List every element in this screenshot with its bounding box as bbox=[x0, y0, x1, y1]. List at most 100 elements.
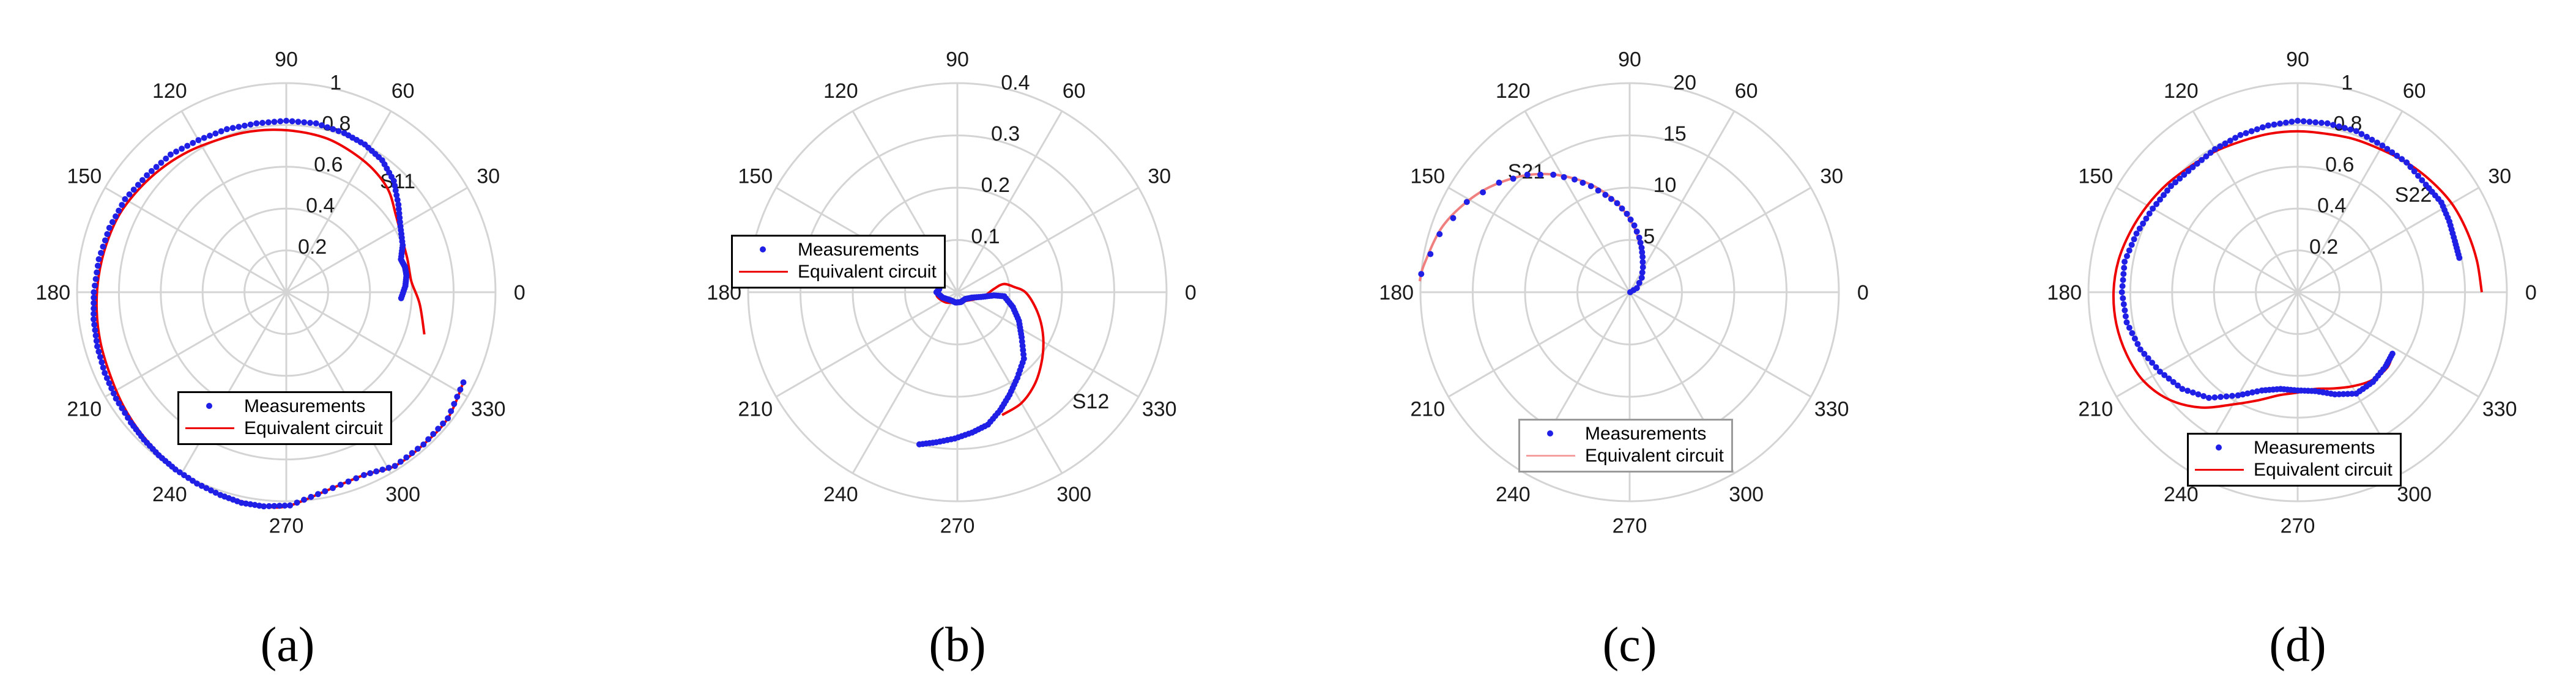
angle-tick-label: 30 bbox=[2488, 164, 2511, 188]
measurement-point bbox=[373, 468, 380, 475]
measurement-point bbox=[2237, 131, 2244, 138]
angle-tick-label: 210 bbox=[2078, 398, 2113, 421]
measurement-point bbox=[163, 155, 169, 162]
legend-a-circuit-label: Equivalent circuit bbox=[244, 418, 383, 438]
angle-tick-label: 330 bbox=[2482, 398, 2517, 421]
measurement-point bbox=[2164, 187, 2170, 194]
measurement-point bbox=[460, 379, 467, 386]
measurement-point bbox=[241, 122, 248, 129]
grid-spoke bbox=[1628, 111, 1735, 293]
measurement-point bbox=[2195, 391, 2202, 398]
measurement-point bbox=[2403, 159, 2410, 166]
angle-tick-label: 240 bbox=[152, 483, 187, 506]
measurement-point bbox=[2157, 196, 2163, 203]
measurement-point bbox=[2415, 172, 2421, 179]
legend-c: Measurements Equivalent circuit bbox=[1518, 419, 1733, 473]
radial-tick-label: 5 bbox=[1643, 225, 1655, 248]
measurement-point bbox=[103, 375, 110, 381]
radial-tick-label: 15 bbox=[1663, 122, 1687, 145]
measurement-point bbox=[454, 394, 461, 400]
measurement-point bbox=[2123, 319, 2130, 326]
measurement-point bbox=[106, 380, 113, 386]
measurement-point bbox=[194, 480, 200, 487]
angle-tick-label: 0 bbox=[1185, 281, 1197, 304]
legend-line-swatch bbox=[2194, 459, 2245, 481]
measurement-point bbox=[92, 276, 99, 282]
grid-spoke bbox=[1524, 111, 1631, 293]
measurement-point bbox=[360, 472, 367, 479]
measurement-point bbox=[2254, 126, 2260, 133]
measurement-point bbox=[2295, 117, 2301, 124]
equivalent-circuit-line bbox=[1418, 172, 1645, 293]
measurement-point bbox=[2185, 167, 2192, 174]
measurement-point bbox=[287, 502, 294, 509]
measurement-point bbox=[265, 119, 272, 126]
measurement-point bbox=[403, 454, 410, 461]
measurement-point bbox=[1510, 175, 1516, 182]
measurement-point bbox=[2140, 220, 2147, 227]
measurement-point bbox=[1638, 245, 1645, 251]
measurement-point bbox=[2168, 183, 2174, 190]
measurement-point bbox=[2243, 130, 2249, 136]
measurement-point bbox=[2330, 122, 2337, 128]
measurement-point bbox=[91, 311, 97, 317]
measurement-point bbox=[1550, 171, 1557, 178]
grid-spoke bbox=[956, 292, 1063, 474]
measurement-point bbox=[91, 305, 97, 312]
measurement-point bbox=[102, 370, 108, 377]
grid-spoke bbox=[957, 186, 1139, 293]
measurement-point bbox=[2318, 120, 2325, 126]
measurement-point bbox=[2161, 372, 2168, 378]
measurement-point bbox=[2282, 119, 2289, 126]
angle-tick-label: 240 bbox=[1496, 483, 1531, 506]
grid-spoke bbox=[1629, 186, 1811, 293]
measurement-point bbox=[1636, 234, 1642, 241]
legend-d-measurements-label: Measurements bbox=[2254, 438, 2375, 458]
measurement-point bbox=[2244, 390, 2251, 397]
measurement-point bbox=[1463, 199, 1470, 205]
measurement-point bbox=[236, 123, 242, 130]
angle-tick-label: 150 bbox=[1410, 164, 1445, 188]
grid-spoke bbox=[2192, 111, 2299, 293]
measurement-point bbox=[2181, 171, 2188, 178]
radial-tick-label: 10 bbox=[1654, 174, 1677, 197]
measurement-point bbox=[2394, 152, 2400, 159]
measurement-point bbox=[92, 332, 99, 339]
measurement-point bbox=[2175, 382, 2181, 389]
measurement-point bbox=[1631, 222, 1638, 229]
measurement-point bbox=[353, 475, 360, 482]
measurement-point bbox=[113, 213, 119, 219]
radial-tick-label: 0.2 bbox=[298, 235, 327, 259]
measurement-point bbox=[392, 187, 399, 194]
measurement-point bbox=[212, 130, 219, 137]
measurement-point bbox=[2124, 252, 2130, 259]
measurement-point bbox=[283, 117, 289, 124]
measurement-point bbox=[2399, 156, 2405, 163]
measurement-point bbox=[457, 386, 464, 393]
angle-tick-label: 120 bbox=[1496, 79, 1531, 103]
angle-tick-label: 90 bbox=[1618, 48, 1641, 72]
radial-tick-label: 0.3 bbox=[991, 122, 1020, 145]
measurement-point bbox=[2119, 283, 2126, 289]
measurement-point bbox=[379, 466, 386, 473]
grid-spoke bbox=[852, 292, 959, 474]
radial-tick-label: 0.4 bbox=[2317, 194, 2346, 218]
grid-spoke bbox=[776, 291, 958, 398]
measurement-point bbox=[345, 478, 352, 485]
measurement-point bbox=[1496, 179, 1502, 186]
measurement-point bbox=[1436, 231, 1443, 237]
measurement-point bbox=[440, 420, 447, 427]
measurement-point bbox=[307, 120, 313, 126]
measurement-point bbox=[330, 126, 336, 133]
angle-tick-label: 330 bbox=[1142, 398, 1177, 421]
angle-tick-label: 30 bbox=[1148, 164, 1171, 188]
measurement-point bbox=[271, 502, 278, 509]
measurement-point bbox=[1639, 254, 1646, 260]
measurement-point bbox=[2129, 330, 2136, 336]
measurement-point bbox=[247, 121, 254, 128]
measurement-point bbox=[203, 485, 210, 491]
measurement-point bbox=[394, 197, 401, 203]
measurement-point bbox=[92, 327, 98, 333]
